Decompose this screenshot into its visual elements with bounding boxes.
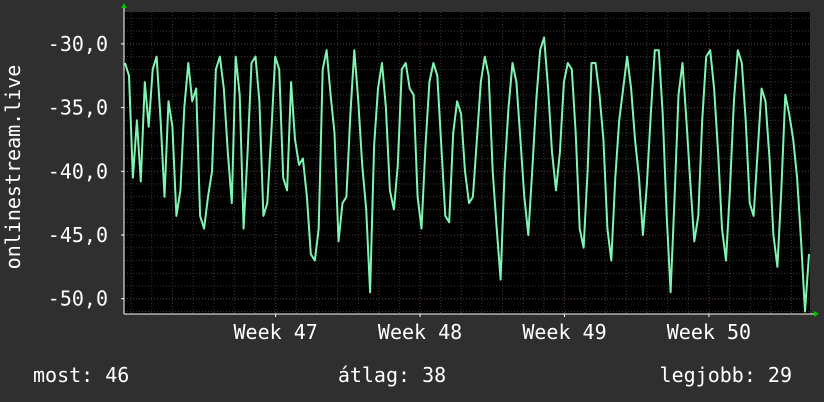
series-line xyxy=(124,36,810,313)
y-tick-label: -40,0 xyxy=(48,159,108,183)
y-axis-label: onlinestream.live xyxy=(1,65,25,270)
stat-best: legjobb: 29 xyxy=(660,363,792,387)
x-tick-label: Week 48 xyxy=(378,320,462,344)
gridlines xyxy=(124,12,810,314)
x-axis-arrow-icon xyxy=(814,311,819,317)
y-tick-label: -50,0 xyxy=(48,287,108,311)
x-tick-label: Week 49 xyxy=(522,320,606,344)
stat-average: átlag: 38 xyxy=(338,363,446,387)
y-axis-arrow-icon xyxy=(121,3,127,8)
stat-current: most: 46 xyxy=(33,363,129,387)
y-tick-label: -35,0 xyxy=(48,96,108,120)
x-tick-labels: Week 47 Week 48 Week 49 Week 50 xyxy=(233,314,751,344)
plot-area xyxy=(124,12,810,314)
series-layer xyxy=(124,36,810,313)
x-tick-label: Week 50 xyxy=(667,320,751,344)
y-tick-labels: -30,0 -35,0 -40,0 -45,0 -50,0 xyxy=(48,32,124,311)
x-tick-label: Week 47 xyxy=(233,320,317,344)
y-tick-label: -45,0 xyxy=(48,223,108,247)
axes xyxy=(121,3,819,317)
y-tick-label: -30,0 xyxy=(48,32,108,56)
